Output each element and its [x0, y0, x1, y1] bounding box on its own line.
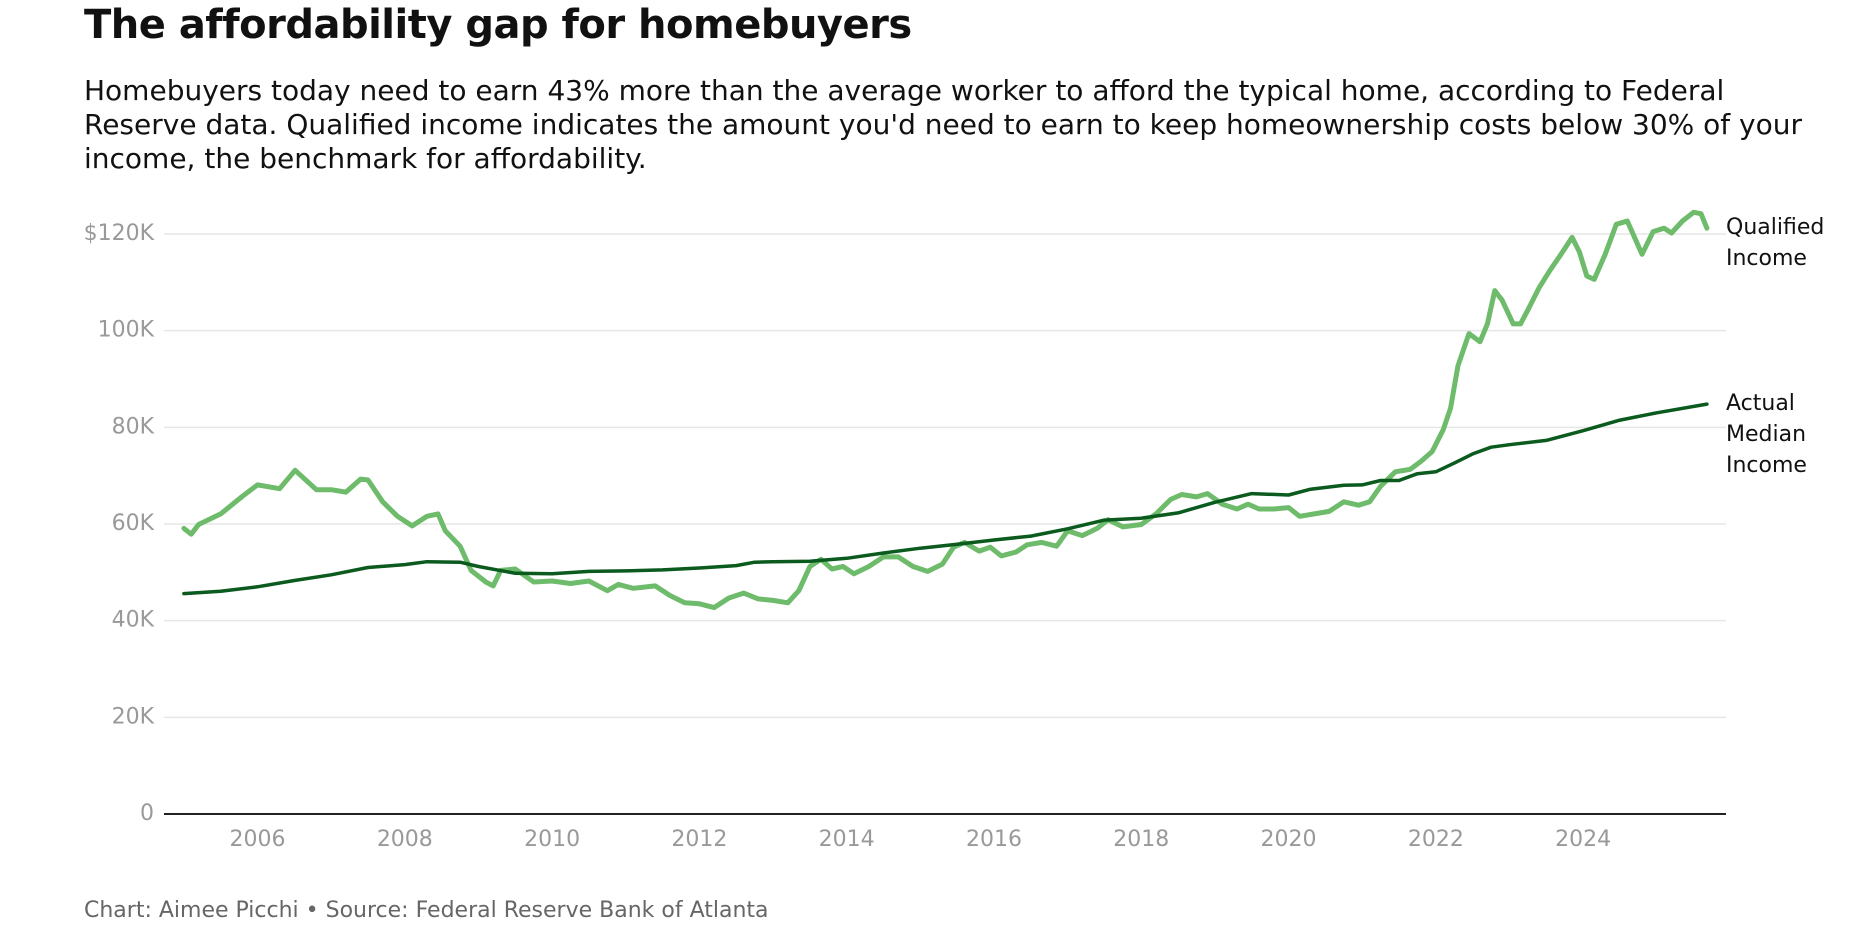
x-tick-label: 2022 [1408, 827, 1464, 852]
x-tick-label: 2024 [1555, 827, 1611, 852]
x-tick-label: 2012 [671, 827, 727, 852]
x-tick-label: 2018 [1113, 827, 1169, 852]
y-tick-label: 100K [98, 318, 155, 343]
x-tick-label: 2014 [819, 827, 875, 852]
y-tick-label: 60K [112, 511, 155, 536]
chart-subtitle: Homebuyers today need to earn 43% more t… [84, 74, 1802, 175]
data-line [181, 209, 1710, 611]
y-tick-label: 20K [112, 704, 155, 729]
y-tick-label: $120K [84, 221, 155, 246]
data-line [182, 402, 1709, 596]
x-tick-label: 2010 [524, 827, 580, 852]
x-tick-label: 2020 [1261, 827, 1317, 852]
y-tick-label: 80K [112, 414, 155, 439]
series-label: Qualified Income [1726, 215, 1825, 272]
y-tick-label: 0 [140, 801, 154, 826]
chart-credit: Chart: Aimee Picchi • Source: Federal Re… [84, 898, 769, 923]
chart-title: The affordability gap for homebuyers [84, 2, 912, 48]
series-label: Actual Median Income [1726, 391, 1807, 479]
x-tick-label: 2008 [377, 827, 433, 852]
chart: 0 20K 40K 60K 80K 100K $120K 2006 2008 2010 2012 20… [84, 209, 1726, 852]
x-tick-label: 2016 [966, 827, 1022, 852]
x-tick-label: 2006 [230, 827, 286, 852]
y-tick-label: 40K [112, 608, 155, 633]
